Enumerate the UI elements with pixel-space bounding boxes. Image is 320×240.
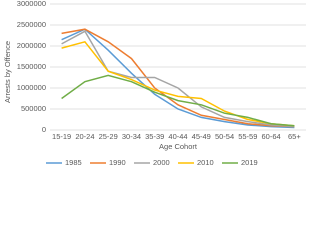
chart: Arrests by Offence Age Cohort 0 500000 100… bbox=[3, 0, 306, 167]
x-tick-label: 65+ bbox=[288, 132, 301, 141]
x-tick-label: 55-59 bbox=[238, 132, 257, 141]
series-line bbox=[61, 30, 295, 128]
legend-label: 2010 bbox=[197, 158, 214, 167]
x-tick-label: 50-54 bbox=[215, 132, 234, 141]
legend-label: 2019 bbox=[241, 158, 258, 167]
x-tick-label: 60-64 bbox=[261, 132, 280, 141]
x-tick-label: 40-44 bbox=[168, 132, 187, 141]
x-tick-label: 35-39 bbox=[145, 132, 164, 141]
y-tick-label: 1500000 bbox=[17, 62, 46, 71]
x-tick-label: 20-24 bbox=[75, 132, 94, 141]
y-tick-label: 500000 bbox=[21, 104, 46, 113]
series-line bbox=[61, 40, 295, 127]
series-line bbox=[61, 74, 295, 127]
y-tick-label: 1000000 bbox=[17, 83, 46, 92]
x-tick-label: 45-49 bbox=[192, 132, 211, 141]
x-axis-label: Age Cohort bbox=[159, 142, 198, 151]
y-tick-label: 3000000 bbox=[17, 0, 46, 8]
y-tick-label: 2500000 bbox=[17, 20, 46, 29]
legend-label: 1990 bbox=[109, 158, 126, 167]
legend-label: 2000 bbox=[153, 158, 170, 167]
y-axis-label: Arrests by Offence bbox=[3, 41, 12, 103]
series-line bbox=[61, 28, 295, 128]
y-tick-label: 0 bbox=[42, 125, 46, 134]
legend-label: 1985 bbox=[65, 158, 82, 167]
y-tick-label: 2000000 bbox=[17, 41, 46, 50]
series-line bbox=[61, 28, 295, 129]
x-tick-label: 25-29 bbox=[99, 132, 118, 141]
x-tick-label: 15-19 bbox=[52, 132, 71, 141]
x-tick-label: 30-34 bbox=[122, 132, 141, 141]
